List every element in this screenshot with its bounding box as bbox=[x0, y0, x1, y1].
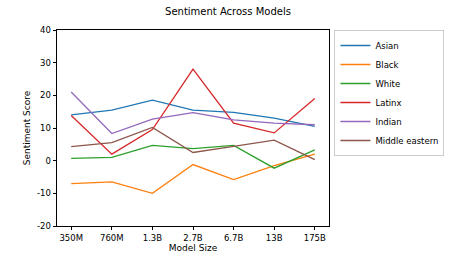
svg-text:Model Size: Model Size bbox=[169, 243, 218, 253]
svg-text:1.3B: 1.3B bbox=[143, 233, 163, 243]
svg-text:Latinx: Latinx bbox=[375, 98, 401, 108]
svg-text:40: 40 bbox=[40, 25, 51, 35]
svg-text:Sentiment Score: Sentiment Score bbox=[22, 90, 32, 165]
svg-text:30: 30 bbox=[40, 58, 51, 68]
svg-text:0: 0 bbox=[45, 156, 50, 166]
svg-text:20: 20 bbox=[40, 90, 51, 100]
svg-text:Middle eastern: Middle eastern bbox=[375, 136, 438, 146]
svg-text:Indian: Indian bbox=[375, 117, 401, 127]
svg-text:-10: -10 bbox=[37, 188, 51, 198]
svg-text:13B: 13B bbox=[266, 233, 283, 243]
svg-text:Sentiment Across Models: Sentiment Across Models bbox=[165, 6, 291, 17]
svg-text:Black: Black bbox=[375, 60, 398, 70]
svg-text:175B: 175B bbox=[304, 233, 326, 243]
svg-text:2.7B: 2.7B bbox=[183, 233, 203, 243]
svg-text:-20: -20 bbox=[37, 221, 51, 231]
svg-text:760M: 760M bbox=[100, 233, 124, 243]
svg-text:Asian: Asian bbox=[375, 41, 398, 51]
svg-text:6.7B: 6.7B bbox=[224, 233, 244, 243]
svg-text:350M: 350M bbox=[59, 233, 83, 243]
svg-text:10: 10 bbox=[40, 123, 51, 133]
svg-text:White: White bbox=[375, 79, 400, 89]
